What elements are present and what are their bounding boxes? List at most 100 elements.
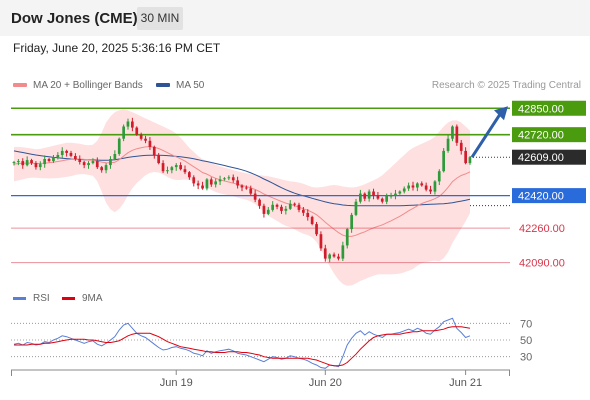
candle-body	[78, 159, 82, 162]
candle	[389, 192, 393, 199]
candle-body	[209, 179, 213, 185]
candle	[376, 191, 380, 200]
candle	[245, 185, 248, 190]
level-label: 42090.00	[519, 258, 565, 270]
candle	[319, 231, 323, 251]
rsi-line	[13, 317, 471, 369]
candle-body	[91, 161, 95, 164]
candle-body	[424, 185, 428, 190]
candle	[380, 197, 384, 204]
candle-body	[363, 193, 367, 199]
candle-body	[196, 183, 200, 186]
candle-body	[459, 142, 463, 151]
candle-body	[429, 189, 432, 192]
candle	[56, 152, 60, 160]
candle	[253, 189, 257, 203]
level-label: 42609.00	[518, 152, 564, 164]
level-tag	[512, 100, 586, 116]
candle	[262, 203, 266, 218]
candle-body	[30, 160, 33, 164]
candle-body	[266, 209, 270, 214]
candle-body	[262, 205, 266, 214]
candle	[240, 184, 244, 192]
candle	[87, 161, 90, 169]
candle-body	[359, 193, 362, 202]
candle-body	[306, 212, 310, 217]
candle-body	[433, 181, 437, 192]
x-tick-label: Jun 19	[160, 377, 193, 389]
candle-body	[240, 185, 244, 188]
candle	[117, 137, 121, 156]
level-label: 42420.00	[518, 191, 564, 203]
candle	[297, 202, 301, 213]
candle-body	[271, 204, 274, 210]
timeframe-button[interactable]: 30 MIN	[137, 7, 183, 30]
candle	[122, 124, 125, 142]
candle-body	[113, 154, 117, 160]
candle	[78, 155, 82, 165]
candle	[174, 163, 178, 171]
legend-rsi-ma-label: 9MA	[82, 293, 103, 304]
candle	[166, 166, 169, 174]
projection-arrow-head	[494, 106, 508, 121]
rsi-level-label: 30	[520, 352, 532, 364]
ma50-swatch	[156, 83, 170, 88]
candle	[218, 175, 222, 186]
candle-body	[398, 191, 402, 194]
candle	[236, 176, 239, 189]
candle	[43, 155, 46, 168]
rsi-level-label: 70	[520, 318, 532, 330]
candle	[372, 188, 375, 200]
candle-body	[284, 208, 288, 211]
candle	[258, 198, 261, 209]
candle	[310, 215, 314, 226]
level-label: 42260.00	[519, 223, 565, 235]
candle	[34, 161, 38, 170]
level-tag	[512, 188, 586, 204]
candle-body	[367, 191, 371, 199]
candle	[451, 125, 454, 142]
candle-body	[323, 248, 327, 259]
candle	[126, 118, 130, 130]
candle-body	[95, 161, 99, 168]
candle	[385, 193, 388, 205]
candle	[394, 189, 397, 200]
candle	[433, 180, 437, 195]
candle-body	[43, 159, 46, 165]
candle	[323, 244, 327, 262]
candle-body	[183, 169, 187, 173]
candle	[468, 155, 472, 165]
level-label: 42720.00	[518, 130, 564, 142]
candle-body	[161, 163, 165, 172]
candle	[209, 177, 213, 187]
candle	[363, 192, 367, 202]
candle	[328, 253, 331, 263]
candle-body	[12, 162, 16, 164]
candle-body	[21, 161, 25, 166]
candle-body	[174, 165, 178, 168]
candle	[341, 241, 345, 262]
candle	[152, 145, 156, 159]
candle-body	[170, 167, 174, 171]
candle-body	[350, 214, 353, 230]
candle	[74, 153, 77, 161]
level-tag	[512, 149, 586, 165]
candle	[104, 163, 108, 174]
candle	[288, 200, 292, 211]
candle	[21, 158, 25, 169]
candle-body	[166, 170, 169, 172]
candle-body	[253, 193, 257, 200]
candle-body	[131, 121, 134, 128]
rsi-ma-swatch	[62, 296, 75, 300]
candle	[214, 178, 217, 188]
candle	[437, 169, 441, 186]
candle	[95, 157, 99, 169]
candle-body	[385, 195, 388, 202]
candle-body	[446, 138, 450, 151]
candle-body	[227, 177, 231, 179]
candle	[280, 204, 283, 214]
candle	[354, 198, 358, 217]
candle-body	[389, 195, 393, 197]
candle	[223, 177, 226, 181]
candle-body	[455, 126, 459, 143]
